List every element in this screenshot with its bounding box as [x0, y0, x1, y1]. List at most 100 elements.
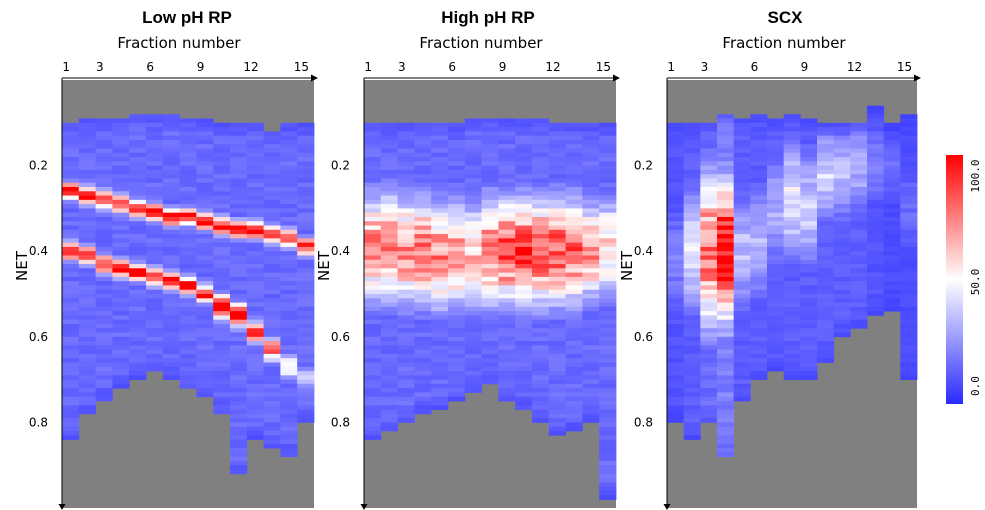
heatmap-cell [464, 157, 482, 162]
heatmap-cell [800, 371, 818, 376]
heatmap-cell [833, 187, 851, 192]
heatmap-cell [817, 221, 835, 226]
heatmap-cell [498, 204, 516, 209]
heatmap-cell [767, 122, 785, 128]
heatmap-cell [548, 255, 566, 261]
heatmap-cell [548, 332, 566, 338]
heatmap-cell [448, 311, 466, 316]
heatmap-cell [230, 264, 248, 269]
heatmap-cell [112, 174, 130, 179]
heatmap-cell [364, 388, 382, 393]
heatmap-cell [700, 323, 718, 329]
heatmap-cell [667, 221, 685, 226]
heatmap-cell [129, 216, 147, 222]
heatmap-cell [481, 358, 499, 363]
heatmap-cell [196, 375, 214, 380]
heatmap-cell [464, 165, 482, 171]
heatmap-cell [565, 174, 583, 179]
heatmap-cell [515, 187, 533, 192]
heatmap-cell [62, 383, 80, 389]
heatmap-cell [179, 251, 197, 256]
heatmap-cell [364, 341, 382, 346]
heatmap-cell [683, 401, 701, 406]
heatmap-cell [532, 195, 550, 201]
heatmap-cell [565, 165, 583, 171]
heatmap-cell [146, 182, 164, 188]
heatmap-cell [733, 246, 751, 252]
heatmap-cell [515, 311, 533, 316]
heatmap-cell [700, 353, 718, 359]
heatmap-cell [582, 216, 600, 222]
heatmap-cell [548, 289, 566, 295]
heatmap-cell [297, 131, 315, 137]
heatmap-cell [179, 225, 197, 231]
heatmap-cell [112, 298, 130, 303]
heatmap-cell [146, 315, 164, 321]
heatmap-cell [213, 379, 231, 385]
heatmap-cell [162, 349, 180, 355]
heatmap-cell [733, 264, 751, 269]
heatmap-cell [364, 221, 382, 226]
heatmap-cell [833, 157, 851, 162]
heatmap-cell [900, 371, 918, 376]
heatmap-cell [179, 169, 197, 175]
heatmap-cell [783, 182, 801, 188]
heatmap-cell [565, 199, 583, 205]
heatmap-cell [565, 294, 583, 299]
heatmap-cell [431, 306, 449, 312]
heatmap-cell [263, 148, 281, 154]
heatmap-cell [230, 234, 248, 239]
heatmap-cell [532, 148, 550, 154]
heatmap-cell [62, 229, 80, 235]
heatmap-cell [213, 144, 231, 149]
heatmap-cell [599, 405, 617, 410]
heatmap-cell [230, 353, 248, 359]
heatmap-cell [481, 221, 499, 226]
heatmap-cell [62, 388, 80, 393]
heatmap-cell [246, 413, 264, 419]
heatmap-cell [817, 272, 835, 278]
heatmap-cell [833, 332, 851, 338]
heatmap-cell [783, 135, 801, 141]
heatmap-cell [867, 246, 885, 252]
heatmap-cell [850, 285, 868, 291]
heatmap-cell [380, 383, 398, 389]
heatmap-cell [448, 212, 466, 218]
heatmap-cell [883, 289, 901, 295]
heatmap-column [532, 118, 550, 423]
heatmap-cell [431, 135, 449, 141]
heatmap-cell [280, 294, 298, 299]
heatmap-cell [582, 242, 600, 248]
heatmap-cell [548, 135, 566, 141]
heatmap-cell [95, 298, 113, 303]
heatmap-cell [146, 276, 164, 282]
heatmap-cell [833, 182, 851, 188]
heatmap-cell [213, 131, 231, 137]
heatmap-cell [414, 122, 432, 128]
heatmap-cell [364, 238, 382, 244]
heatmap-cell [162, 264, 180, 269]
heatmap-cell [179, 285, 197, 291]
heatmap-cell [246, 366, 264, 372]
heatmap-cell [515, 383, 533, 389]
heatmap-cell [95, 199, 113, 205]
heatmap-cell [146, 225, 164, 231]
heatmap-cell [464, 246, 482, 252]
heatmap-cell [481, 289, 499, 295]
heatmap-cell [448, 366, 466, 372]
heatmap-cell [850, 131, 868, 137]
heatmap-cell [817, 268, 835, 273]
heatmap-cell [280, 135, 298, 141]
heatmap-cell [213, 306, 231, 312]
heatmap-cell [78, 306, 96, 312]
heatmap-cell [213, 199, 231, 205]
heatmap-cell [112, 229, 130, 235]
heatmap-cell [263, 306, 281, 312]
heatmap-cell [230, 225, 248, 231]
heatmap-cell [280, 298, 298, 303]
heatmap-cell [565, 187, 583, 192]
heatmap-cell [867, 272, 885, 278]
heatmap-cell [263, 144, 281, 149]
heatmap-cell [548, 396, 566, 402]
heatmap-cell [717, 448, 735, 453]
